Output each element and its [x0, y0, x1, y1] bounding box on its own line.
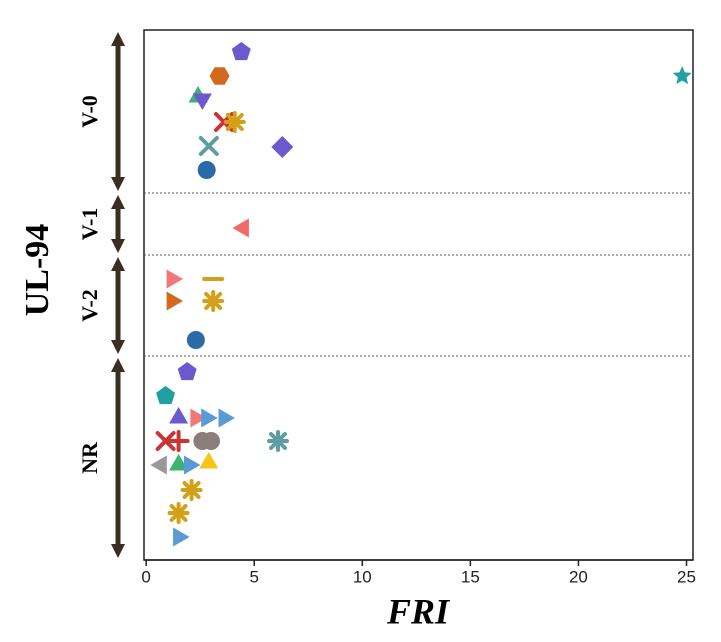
marker-shape [169, 407, 189, 424]
marker-shape [672, 66, 692, 85]
data-point [169, 407, 189, 424]
data-point [150, 455, 167, 475]
marker-shape [183, 455, 201, 475]
marker-shape [156, 386, 176, 405]
rating-label: NR [77, 441, 102, 474]
marker-shape [199, 452, 219, 469]
marker-shape [218, 408, 235, 428]
data-point [202, 432, 221, 450]
marker-stroke [269, 432, 288, 450]
data-point [202, 290, 225, 312]
data-point [223, 111, 246, 133]
marker-shape [166, 291, 184, 311]
data-point [232, 218, 249, 238]
data-point [672, 66, 692, 85]
rating-label: V-0 [77, 95, 102, 128]
data-point [199, 452, 219, 469]
x-tick-label: 5 [249, 567, 258, 586]
data-point [209, 67, 230, 85]
marker-shape [197, 161, 216, 179]
marker-stroke [155, 431, 176, 451]
x-axis-label: FRI [386, 591, 451, 631]
data-point [167, 430, 190, 452]
data-point [169, 454, 189, 471]
rating-arrowhead [111, 195, 125, 253]
data-point [198, 136, 219, 156]
marker-shape [209, 67, 230, 85]
rating-label: V-1 [77, 208, 102, 241]
data-point [173, 527, 190, 547]
data-point [271, 136, 294, 158]
data-point [183, 455, 201, 475]
data-point [180, 479, 203, 501]
x-tick-label: 20 [569, 567, 588, 586]
data-point [177, 362, 197, 381]
marker-shape [202, 432, 221, 450]
data-point [201, 408, 218, 428]
x-tick-label: 10 [353, 567, 372, 586]
data-point [167, 502, 190, 524]
marker-shape [190, 408, 207, 428]
data-point [155, 431, 176, 451]
data-point [166, 269, 184, 289]
marker-shape [192, 93, 212, 110]
marker-shape [166, 269, 184, 289]
marker-shape [177, 362, 197, 381]
marker-shape [186, 331, 205, 349]
marker-shape [231, 42, 251, 61]
marker-shape [232, 218, 249, 238]
marker-stroke [182, 481, 201, 499]
y-axis-label: UL-94 [19, 224, 56, 317]
data-point [267, 430, 290, 452]
x-tick-label: 25 [677, 567, 696, 586]
plot-frame [143, 29, 694, 561]
data-point [186, 331, 205, 349]
data-point [192, 93, 212, 110]
marker-stroke [204, 292, 223, 310]
data-point [166, 291, 184, 311]
marker-shape [150, 455, 167, 475]
marker-stroke [198, 136, 219, 156]
marker-shape [271, 136, 294, 158]
data-point [231, 42, 251, 61]
marker-shape [201, 408, 218, 428]
x-tick-label: 0 [141, 567, 150, 586]
marker-stroke [225, 113, 244, 131]
marker-stroke [169, 504, 188, 522]
marker-shape [169, 454, 189, 471]
data-point [218, 408, 235, 428]
marker-shape [173, 527, 190, 547]
data-point [190, 408, 207, 428]
x-tick-label: 15 [461, 567, 480, 586]
data-point [156, 386, 176, 405]
rating-label: V-2 [77, 289, 102, 322]
data-point [197, 161, 216, 179]
